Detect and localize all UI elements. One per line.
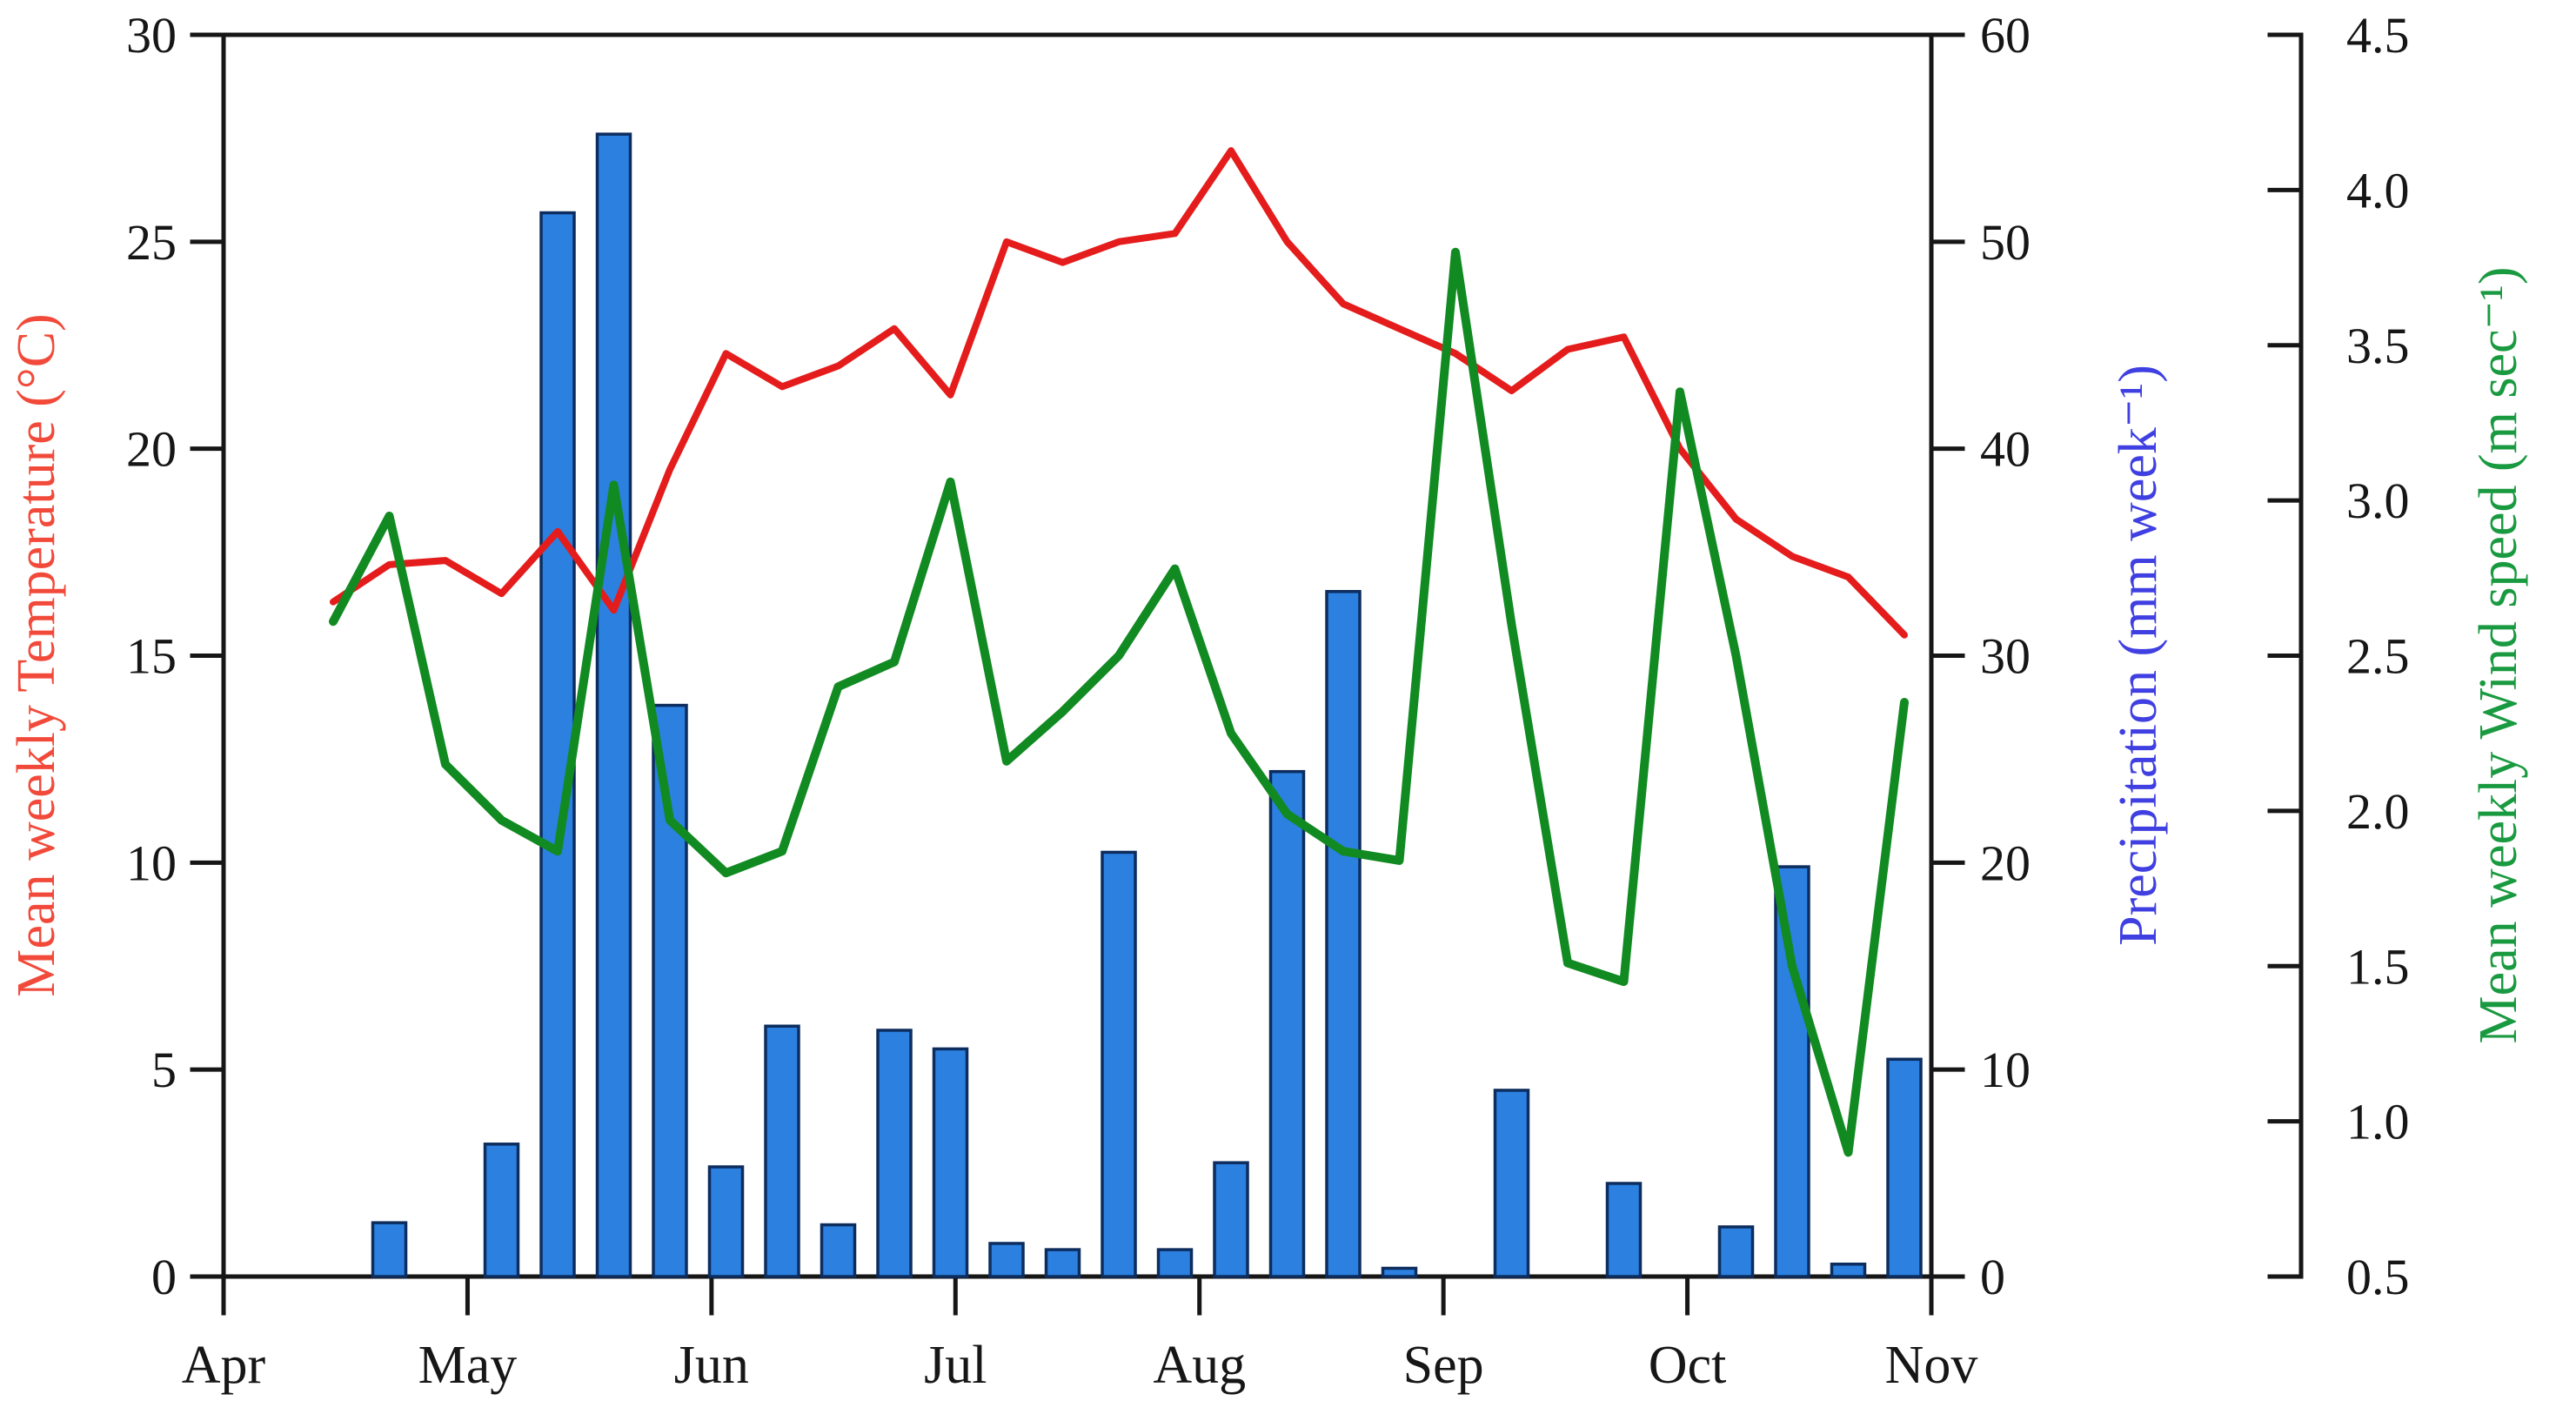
precipitation-bar [1268,769,1306,1278]
wind-tick-label: 2.5 [2346,628,2410,685]
precipitation-bar [988,1242,1025,1278]
precipitation-bar [1717,1225,1755,1278]
precipitation-bar [1774,865,1810,1278]
precipitation-bar [483,1143,520,1278]
temperature-tick-label: 0 [151,1249,177,1305]
wind-axis-label: Mean weekly Wind speed (m sec⁻¹) [2469,266,2528,1043]
temperature-tick-label: 30 [126,7,177,64]
precipitation-bar [1493,1089,1530,1278]
precipitation-bar [539,211,576,1278]
precipitation-bar [876,1029,913,1278]
temperature-axis-label: Mean weekly Temperature (°C) [7,313,66,996]
precipitation-bar [371,1221,408,1278]
plot-frame [221,32,1934,1279]
precipitation-tick-label: 50 [1980,214,2031,271]
precipitation-tick-label: 0 [1980,1249,2005,1305]
precipitation-bar [1101,850,1137,1278]
temperature-tick-label: 15 [126,628,177,685]
precipitation-bar [820,1223,857,1278]
wind-tick-label: 1.0 [2346,1094,2410,1150]
temperature-tick-label: 20 [126,421,177,478]
precipitation-bar [764,1024,800,1278]
month-tick-label: Oct [1649,1336,1727,1395]
precipitation-bar [1605,1182,1643,1278]
wind-axis: 0.5 1.0 1.5 2.0 2.5 3.0 3.5 4.0 4.5 [2267,7,2410,1305]
precipitation-bar [1044,1248,1081,1278]
month-tick-label: Jul [924,1336,987,1395]
wind-tick-label: 4.5 [2346,7,2410,64]
precipitation-bar [932,1047,969,1278]
temperature-tick-label: 10 [126,835,177,891]
precipitation-bar [1325,590,1362,1278]
wind-tick-label: 3.0 [2346,473,2410,529]
precipitation-bar [707,1165,745,1278]
precipitation-bar [652,703,688,1278]
month-axis: Apr May Jun Jul Aug Sep Oct Nov [182,1274,1978,1395]
temperature-axis: 0 5 10 15 20 25 30 [126,7,226,1305]
precipitation-tick-label: 60 [1980,7,2031,64]
wind-series-line [329,247,1909,1157]
precipitation-tick-label: 40 [1980,421,2031,478]
precipitation-bar [1381,1266,1418,1278]
wind-tick-label: 3.5 [2346,318,2410,374]
month-tick-label: Nov [1885,1336,1978,1395]
precipitation-tick-label: 30 [1980,628,2031,685]
precipitation-bar [1156,1248,1194,1278]
precipitation-bar [1213,1161,1249,1278]
precipitation-tick-label: 20 [1980,835,2031,891]
month-tick-label: Sep [1403,1336,1484,1395]
month-tick-label: Apr [182,1336,266,1395]
precipitation-bar [595,132,632,1278]
precipitation-axis-label: Precipitation (mm week⁻¹) [2109,365,2168,946]
precipitation-bar [1830,1262,1867,1278]
precipitation-bars [371,132,1923,1278]
wind-tick-label: 2.0 [2346,783,2410,840]
wind-tick-label: 4.0 [2346,162,2410,218]
month-tick-label: May [418,1336,518,1395]
wind-tick-label: 0.5 [2346,1249,2410,1305]
temperature-tick-label: 5 [151,1042,177,1098]
precipitation-bar [1886,1057,1923,1278]
precipitation-tick-label: 10 [1980,1042,2031,1098]
wind-tick-label: 1.5 [2346,938,2410,995]
month-tick-label: Jun [674,1336,749,1395]
precipitation-axis: 0 10 20 30 40 50 60 [1929,7,2031,1305]
wind-line [329,247,1909,1157]
temperature-tick-label: 25 [126,214,177,271]
month-tick-label: Aug [1153,1336,1246,1395]
